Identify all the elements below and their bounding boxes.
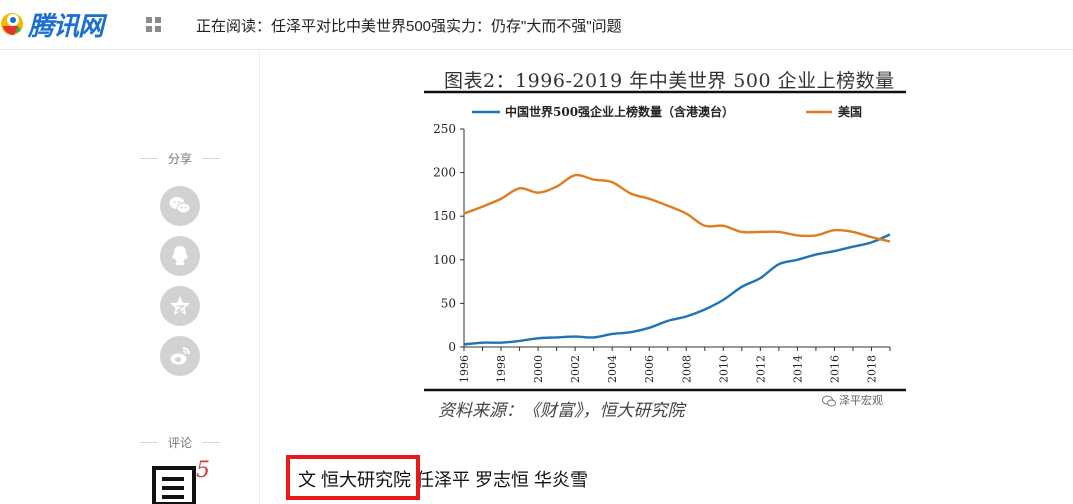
series-line-0 [463, 233, 891, 346]
y-tick-label-2: 100 [433, 253, 456, 267]
legend-label-usa: 美国 [838, 104, 862, 119]
article-byline: 文 恒大研究院 任泽平 罗志恒 华炎雪 [298, 470, 589, 490]
logo-text: 腾讯网 [28, 12, 104, 42]
x-tick-label-11: 2018 [865, 355, 878, 383]
share-wechat-button[interactable] [160, 186, 200, 226]
y-tick-label-1: 50 [441, 296, 456, 310]
weibo-icon [170, 347, 190, 365]
x-tick-label-5: 2006 [643, 355, 656, 383]
x-tick-label-9: 2014 [791, 355, 804, 383]
comment-label: 评论 [167, 436, 192, 450]
x-tick-label-4: 2004 [606, 355, 619, 383]
chart-title: 图表2：1996-2019 年中美世界 500 企业上榜数量 [444, 70, 895, 92]
legend-label-china: 中国世界500强企业上榜数量（含港澳台） [505, 104, 734, 119]
top-header: 腾讯网 正在阅读：任泽平对比中美世界500强实力：仍存"大而不强"问题 [0, 0, 1073, 50]
x-tick-label-8: 2012 [754, 355, 767, 383]
x-tick-label-2: 2000 [532, 355, 545, 383]
x-tick-label-10: 2016 [828, 355, 841, 383]
share-heading: 分享 [140, 150, 220, 166]
wechat-icon [169, 197, 191, 214]
line-chart: 中国世界500强企业上榜数量（含港澳台） 美国 0 50 100 150 200 250 1… [424, 90, 906, 392]
y-tick-label-3: 150 [433, 209, 456, 223]
y-tick-label-0: 0 [448, 340, 456, 354]
watermark: 泽平宏观 [822, 392, 883, 408]
y-tick-label-5: 250 [433, 122, 456, 136]
x-tick-label-3: 2002 [569, 355, 582, 383]
comment-heading: 评论 [140, 434, 220, 450]
wechat-watermark-icon [822, 395, 836, 407]
share-qq-button[interactable] [160, 236, 200, 276]
x-tick-label-6: 2008 [680, 355, 693, 383]
qzone-star-icon [170, 296, 190, 315]
highlight-box [286, 455, 420, 500]
comment-count: 5 [196, 458, 210, 483]
qq-icon [172, 246, 188, 265]
share-qzone-button[interactable] [160, 286, 200, 326]
tencent-logo-icon [1, 13, 23, 36]
reading-title: 正在阅读：任泽平对比中美世界500强实力：仍存"大而不强"问题 [196, 18, 622, 35]
comment-icon[interactable] [152, 466, 198, 504]
share-label: 分享 [167, 152, 192, 166]
figure-source: 资料来源：《财富》，恒大研究院 [438, 401, 685, 421]
rail-divider [259, 51, 260, 504]
watermark-text: 泽平宏观 [839, 395, 883, 407]
grid-menu-icon[interactable] [146, 17, 161, 32]
chart-figure: 图表2：1996-2019 年中美世界 500 企业上榜数量 中国世界500强企… [420, 62, 910, 422]
x-tick-label-1: 1998 [495, 355, 508, 383]
x-tick-label-0: 1996 [458, 355, 471, 383]
y-tick-label-4: 200 [433, 166, 456, 180]
share-weibo-button[interactable] [160, 336, 200, 376]
x-tick-label-7: 2010 [717, 355, 730, 383]
series-line-1 [463, 173, 891, 243]
site-logo[interactable]: 腾讯网 [0, 4, 130, 42]
